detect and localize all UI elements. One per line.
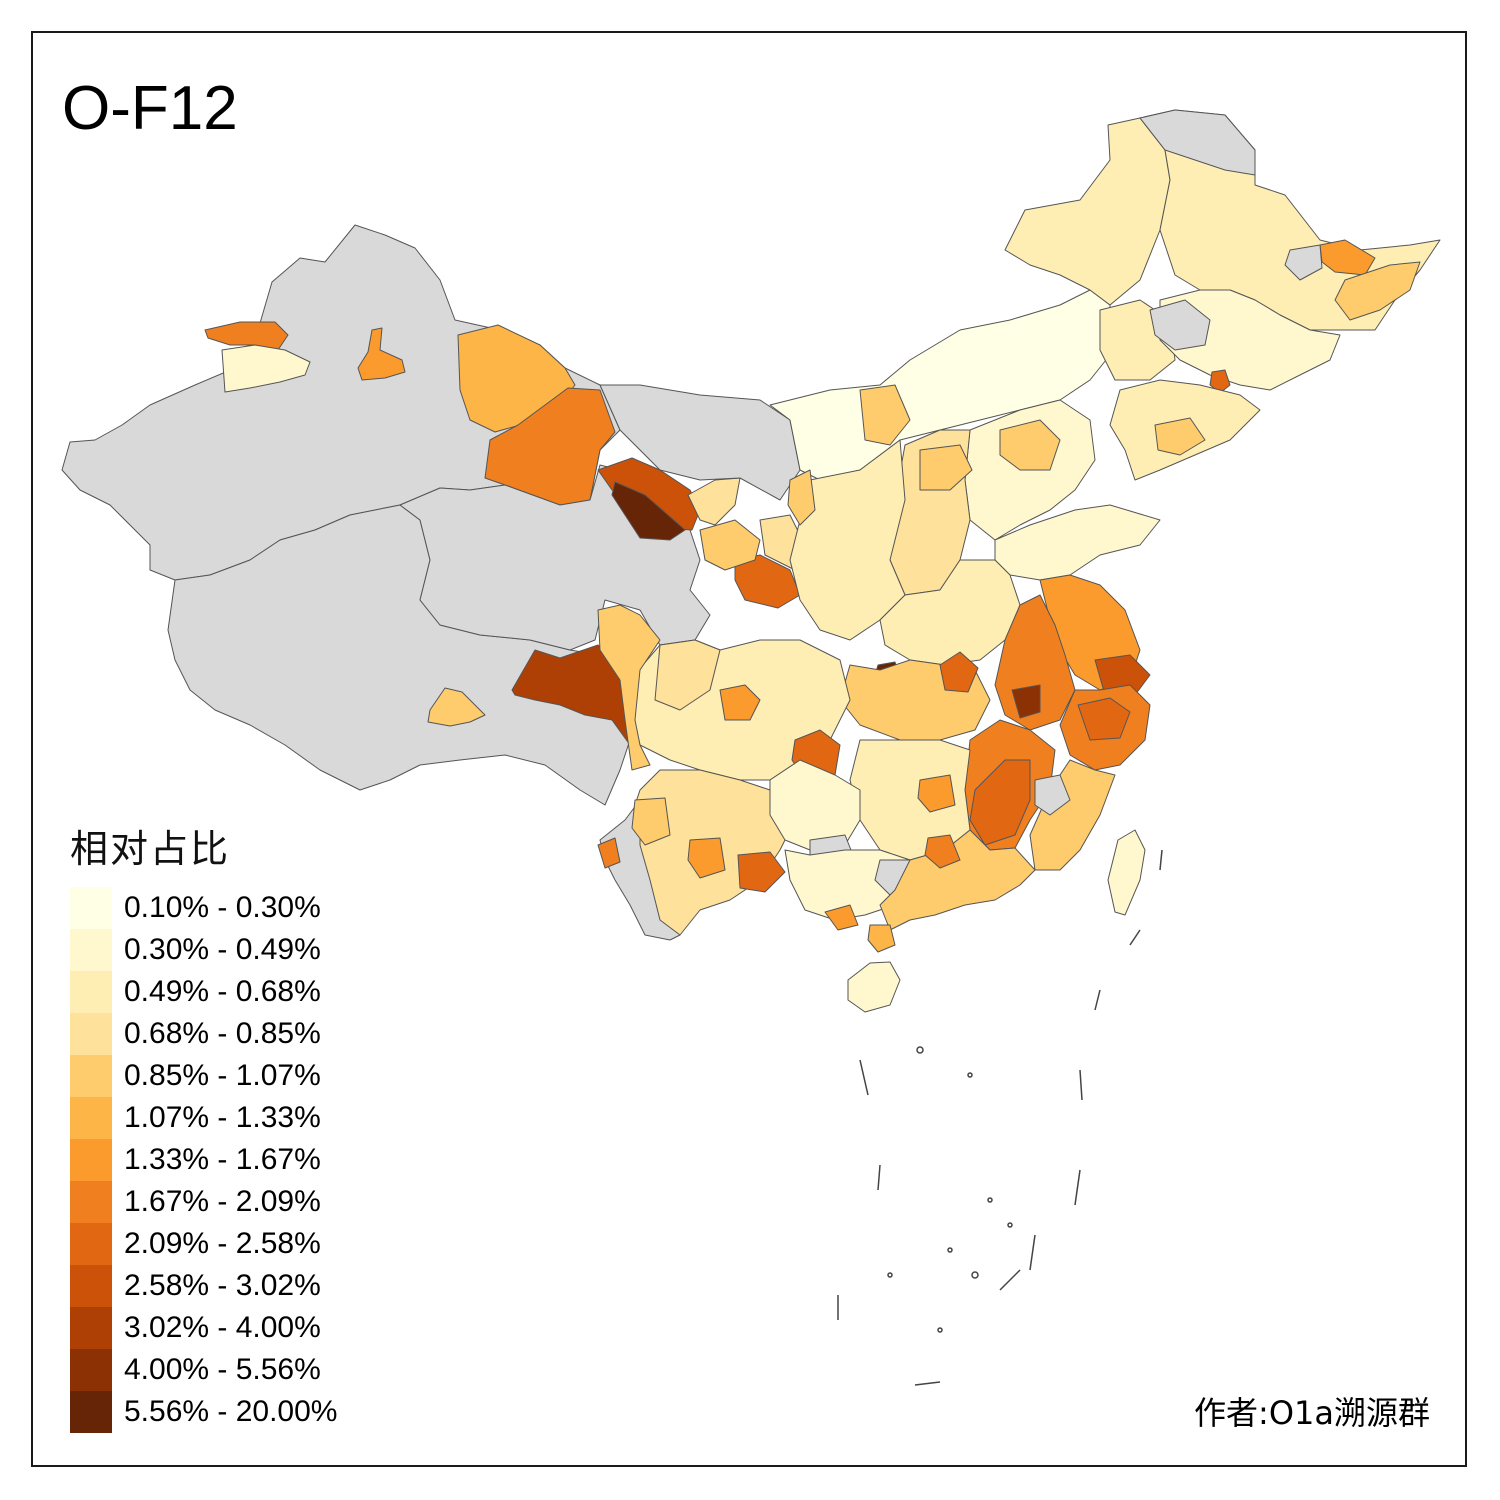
region-daxinganling-nodata[interactable] [1139,109,1256,176]
region-datong[interactable] [919,444,973,491]
legend-label: 0.10% - 0.30% [124,891,321,924]
region-fujian-nodata[interactable] [1034,774,1071,816]
legend-label: 1.33% - 1.67% [124,1143,321,1176]
region-zhejiang-north[interactable] [1077,697,1131,741]
legend-swatch [70,1097,112,1139]
region-wuhu[interactable] [1011,684,1041,719]
legend-item: 4.00% - 5.56% [70,1349,337,1391]
region-mudanjiang[interactable] [1334,261,1421,321]
legend-swatch [70,1391,112,1433]
legend-swatch [70,1013,112,1055]
region-dehong[interactable] [597,837,621,869]
legend-swatch [70,1349,112,1391]
map-title: O-F12 [62,74,238,143]
region-diqing[interactable] [631,797,671,846]
legend: 相对占比 0.10% - 0.30% 0.30% - 0.49% 0.49% - 0… [70,818,337,1433]
region-guangzhou[interactable] [924,834,961,869]
region-xiaogan[interactable] [939,651,979,693]
region-wenshan[interactable] [737,851,786,893]
region-honghe[interactable] [687,837,726,879]
region-heihe-nodata[interactable] [1284,244,1323,281]
legend-item: 2.09% - 2.58% [70,1223,337,1265]
region-beihai[interactable] [824,904,859,931]
region-yulin[interactable] [859,384,911,446]
region-chengdu[interactable] [719,684,761,721]
legend-swatch [70,971,112,1013]
region-tonghua[interactable] [1209,369,1231,394]
legend-label: 4.00% - 5.56% [124,1353,321,1386]
region-aba[interactable] [654,639,721,711]
legend-swatch [70,1055,112,1097]
legend-label: 0.85% - 1.07% [124,1059,321,1092]
legend-swatch [70,1265,112,1307]
legend-label: 3.02% - 4.00% [124,1311,321,1344]
region-jilin-nodata[interactable] [1149,299,1211,351]
region-ningxia[interactable] [787,469,816,526]
legend-item: 3.02% - 4.00% [70,1307,337,1349]
legend-item: 0.49% - 0.68% [70,971,337,1013]
region-lhasa[interactable] [427,687,486,727]
region-hainan[interactable] [847,961,901,1013]
author-credit: 作者:O1a溯源群 [1194,1394,1430,1432]
region-fujian[interactable] [1029,759,1116,871]
legend-item: 1.33% - 1.67% [70,1139,337,1181]
legend-item: 1.07% - 1.33% [70,1097,337,1139]
region-hengyang[interactable] [917,774,956,813]
legend-item: 5.56% - 20.00% [70,1391,337,1433]
legend-swatch [70,1181,112,1223]
region-gannan[interactable] [734,554,801,609]
legend-swatch [70,1307,112,1349]
legend-label: 1.07% - 1.33% [124,1101,321,1134]
region-jilin[interactable] [1159,289,1341,391]
legend-item: 0.10% - 0.30% [70,887,337,929]
legend-label: 2.09% - 2.58% [124,1227,321,1260]
legend-swatch [70,1223,112,1265]
legend-title: 相对占比 [70,827,231,871]
map-frame [31,31,1467,1467]
region-dalian[interactable] [1154,417,1206,456]
legend-item: 1.67% - 2.09% [70,1181,337,1223]
legend-items: 0.10% - 0.30% 0.30% - 0.49% 0.49% - 0.68% 0… [70,887,337,1433]
legend-label: 5.56% - 20.00% [124,1395,338,1428]
legend-label: 0.49% - 0.68% [124,975,321,1008]
region-wuwei[interactable] [687,477,741,526]
legend-item: 0.68% - 0.85% [70,1013,337,1055]
legend-item: 0.85% - 1.07% [70,1055,337,1097]
region-zhangye[interactable] [611,481,686,541]
region-ganzhou[interactable] [969,759,1031,846]
legend-item: 0.30% - 0.49% [70,929,337,971]
legend-swatch [70,887,112,929]
region-tibet[interactable] [167,504,631,806]
region-guangdong[interactable] [879,829,1036,931]
region-taiwan[interactable] [1107,829,1146,916]
legend-swatch [70,929,112,971]
region-lanzhou[interactable] [699,519,761,571]
legend-swatch [70,1139,112,1181]
legend-label: 1.67% - 2.09% [124,1185,321,1218]
legend-label: 2.58% - 3.02% [124,1269,321,1302]
region-ganzi[interactable] [597,604,661,771]
south-sea-islands [837,849,1163,1386]
legend-label: 0.68% - 0.85% [124,1017,321,1050]
region-urumqi[interactable] [357,327,406,381]
region-zhangjiakou[interactable] [999,419,1061,471]
region-guizhou[interactable] [769,759,861,851]
region-zhanjiang[interactable] [867,924,896,953]
legend-label: 0.30% - 0.49% [124,933,321,966]
region-jiuquan[interactable] [484,387,616,506]
region-tacheng-south[interactable] [221,344,311,393]
legend-item: 2.58% - 3.02% [70,1265,337,1307]
region-hulunbuir[interactable] [1004,117,1171,306]
